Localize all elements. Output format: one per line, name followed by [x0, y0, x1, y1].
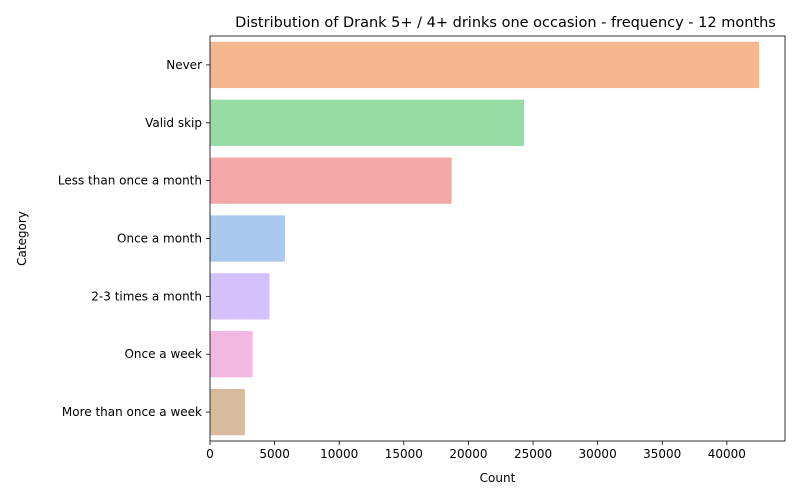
bar-never	[210, 41, 760, 89]
x-tick-label: 5000	[259, 447, 290, 461]
bar-2-3-times-a-month	[210, 273, 270, 320]
y-tick-label: Once a month	[117, 232, 202, 246]
y-tick-label: Never	[166, 58, 202, 72]
bar-more-than-once-a-week	[210, 388, 245, 436]
bar-valid-skip	[210, 99, 524, 146]
x-tick-label: 30000	[579, 447, 617, 461]
x-axis-label: Count	[480, 471, 516, 485]
chart-title: Distribution of Drank 5+ / 4+ drinks one…	[235, 15, 776, 31]
y-axis-label: Category	[15, 211, 29, 266]
x-ticks: 0 5000 10000 15000 20000 25000 30000 35000 40000	[206, 441, 746, 461]
bar-less-than-once-a-month	[210, 157, 452, 204]
x-tick-label: 35000	[643, 447, 681, 461]
y-tick-label: More than once a week	[62, 405, 202, 419]
bar-once-a-week	[210, 331, 253, 378]
plot-frame	[209, 35, 786, 442]
x-tick-label: 15000	[385, 447, 423, 461]
x-tick-label: 0	[206, 447, 214, 461]
y-tick-label: Once a week	[124, 347, 202, 361]
x-tick-label: 40000	[708, 447, 746, 461]
y-tick-labels: Never Valid skip Less than once a month Onc…	[58, 58, 210, 419]
y-tick-label: 2-3 times a month	[91, 289, 202, 303]
bar-once-a-month	[210, 215, 285, 262]
bars-group	[210, 41, 760, 436]
x-tick-label: 10000	[320, 447, 358, 461]
x-tick-label: 20000	[449, 447, 487, 461]
y-tick-label: Less than once a month	[58, 174, 202, 188]
y-tick-label: Valid skip	[145, 116, 202, 130]
x-tick-label: 25000	[514, 447, 552, 461]
